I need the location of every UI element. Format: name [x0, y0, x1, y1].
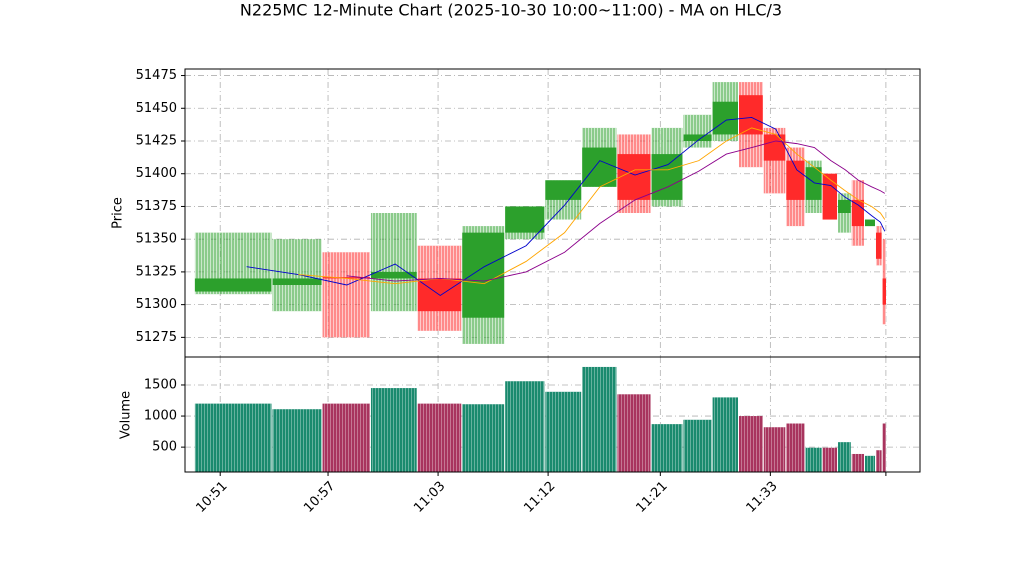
candle-body	[617, 154, 651, 200]
volume-bar-stripes	[882, 423, 886, 472]
x-tick-label: 11:03	[411, 479, 448, 516]
volume-bar-stripes	[683, 419, 712, 472]
volume-bar-stripes	[462, 404, 505, 472]
volume-bar-stripes	[838, 442, 851, 472]
plot: 10:51 10:57 11:03 11:12 11:21 11:33 51275 51300…	[136, 68, 920, 516]
y-tick-label: 51375	[136, 199, 177, 214]
candle-body	[194, 278, 272, 292]
volume-bar-stripes	[739, 416, 763, 472]
volume-bar-stripes	[505, 381, 545, 472]
y-tick-label: 51400	[136, 166, 177, 181]
candle-body	[582, 147, 617, 187]
volume-bar-stripes	[370, 388, 417, 472]
candle-body	[712, 101, 739, 135]
volume-bar-stripes	[864, 455, 875, 472]
candle-body	[683, 134, 712, 141]
volume-bar-stripes	[651, 424, 683, 472]
volume-bar-stripes	[712, 397, 739, 472]
candle-body	[370, 271, 417, 279]
y-tick-label: 51275	[136, 330, 177, 345]
y-tick-label: 51425	[136, 134, 177, 149]
ma-line	[298, 127, 886, 285]
ma-line	[246, 116, 886, 297]
volume-frame	[184, 356, 921, 473]
y-axis-label: Price	[111, 197, 126, 229]
candle-body	[822, 173, 838, 220]
volume-bar-stripes	[822, 447, 838, 472]
candle-wick-stripes	[272, 239, 322, 312]
x-tick-label: 10:57	[301, 479, 338, 516]
candle-body	[786, 160, 805, 200]
candle-wick-stripes	[322, 252, 370, 338]
candle-wick-stripes	[370, 213, 417, 312]
candle-body	[875, 232, 882, 259]
candle-body	[763, 134, 786, 161]
candle-body	[322, 277, 370, 279]
volume-tick-label: 1000	[144, 409, 177, 424]
volume-bar-stripes	[786, 423, 805, 472]
candle-body	[805, 167, 822, 200]
volume-bar-stripes	[417, 403, 462, 472]
volume-bar-stripes	[272, 409, 322, 472]
candle-body	[651, 154, 683, 200]
volume-bar-stripes	[763, 427, 786, 472]
x-tick-label: 10:51	[193, 479, 230, 516]
ma-line	[346, 140, 886, 282]
volume-bar-stripes	[617, 394, 651, 472]
volume-bar-stripes	[582, 366, 617, 472]
candle-body	[462, 232, 505, 318]
volume-axis-label: Volume	[119, 391, 134, 439]
y-tick-label: 51350	[136, 232, 177, 247]
volume-tick-label: 1500	[144, 377, 177, 392]
candle-body	[882, 278, 886, 305]
volume-bar-stripes	[851, 453, 864, 472]
x-tick-label: 11:21	[634, 479, 671, 516]
candle-body	[838, 199, 851, 213]
candle-wick-stripes	[683, 114, 712, 148]
chart-title: N225MC 12-Minute Chart (2025-10-30 10:00…	[240, 1, 782, 20]
candle-body	[272, 278, 322, 285]
candle-body	[864, 219, 875, 227]
candle-body	[739, 95, 763, 135]
x-tick-label: 11:12	[521, 479, 558, 516]
candle-body	[545, 180, 582, 200]
candle-body	[505, 206, 545, 233]
candle-body	[851, 199, 864, 227]
volume-tick-label: 500	[152, 440, 177, 455]
y-tick-label: 51300	[136, 297, 177, 312]
volume-bar-stripes	[545, 391, 582, 472]
volume-bar-stripes	[875, 450, 882, 472]
volume-bar-stripes	[322, 403, 370, 472]
x-tick-label: 11:33	[744, 479, 781, 516]
volume-bar-stripes	[805, 447, 822, 472]
y-tick-label: 51475	[136, 68, 177, 83]
y-tick-label: 51325	[136, 264, 177, 279]
y-tick-label: 51450	[136, 101, 177, 116]
volume-bar-stripes	[194, 403, 272, 472]
